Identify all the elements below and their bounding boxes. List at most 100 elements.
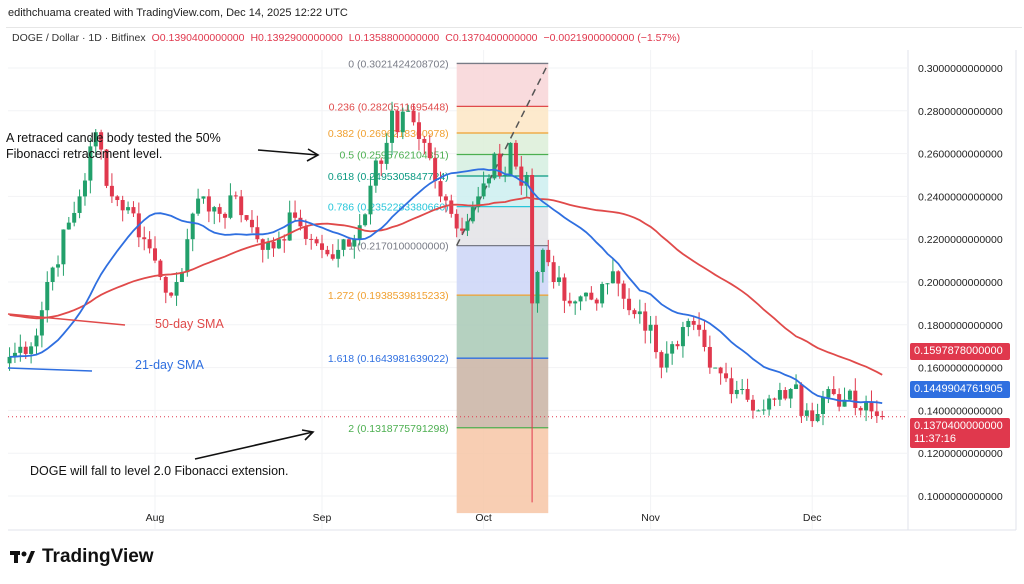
candle-body [400, 111, 405, 133]
candle-body [594, 299, 599, 304]
candle-body [858, 407, 863, 411]
candle-body [12, 352, 17, 357]
brand-name: TradingView [42, 546, 154, 567]
symbol-legend: DOGE / Dollar · 1D · Bitfinex O0.1390400… [6, 27, 1022, 48]
candle-body [336, 249, 341, 259]
candle-body [653, 324, 658, 353]
fib-zone [456, 206, 549, 246]
low-value: L0.1358800000000 [348, 32, 440, 44]
candle-body [605, 283, 610, 285]
candle-body [783, 390, 788, 399]
candle-body [820, 397, 825, 415]
candle-body [104, 149, 109, 186]
y-tick-label: 0.2200000000000 [918, 234, 1003, 246]
candle-body [497, 153, 502, 176]
candle-body [330, 254, 335, 259]
candle-body [799, 384, 804, 416]
candle-body [233, 195, 238, 197]
candle-body [600, 284, 605, 304]
candle-body [77, 196, 82, 213]
candle-body [524, 175, 529, 186]
candle-body [713, 367, 718, 369]
candle-body [724, 373, 729, 379]
candle-body [174, 282, 179, 296]
candle-body [303, 226, 308, 239]
sma21-line [9, 168, 883, 404]
candle-body [309, 238, 314, 240]
candle-body [314, 239, 319, 244]
candle-body [72, 212, 77, 223]
candle-body [266, 241, 271, 250]
candle-body [583, 292, 588, 297]
candle-body [196, 198, 201, 214]
candle-body [390, 110, 395, 143]
x-tick-label: Dec [803, 512, 822, 524]
candle-body [169, 292, 174, 296]
candle-body [691, 320, 696, 325]
candle-body [804, 410, 809, 416]
candles [7, 101, 885, 503]
fib-zone [456, 63, 549, 107]
candle-body [810, 410, 815, 422]
fib-trend-line [456, 63, 549, 246]
annotation-arrow [257, 148, 320, 162]
fib-level-label: 1.272 (0.1938539815233) [328, 290, 449, 302]
candle-body [853, 390, 858, 408]
candle-body [406, 110, 411, 112]
fib-level-label: 1.618 (0.1643981639022) [328, 353, 449, 365]
sma21-price-tag: 0.1449904761905 [910, 381, 1010, 398]
candle-body [745, 389, 750, 400]
candle-body [346, 239, 351, 247]
candle-body [158, 260, 163, 277]
candle-body [255, 227, 260, 240]
candle-body [39, 310, 44, 336]
annotation-text: A retraced candle body tested the 50% [6, 131, 221, 145]
fib-level-label: 0.786 (0.2352283380660) [328, 202, 449, 214]
candle-body [416, 122, 421, 139]
candle-body [185, 239, 190, 273]
candle-body [707, 346, 712, 368]
sma50-price-tag: 0.1597878000000 [910, 343, 1010, 360]
candle-body [276, 239, 281, 249]
symbol-name[interactable]: DOGE / Dollar · 1D · Bitfinex [12, 32, 146, 44]
candle-body [379, 160, 384, 164]
candle-body [260, 239, 265, 250]
candle-body [476, 196, 481, 208]
candle-body [384, 142, 389, 164]
candle-body [740, 389, 745, 390]
candle-body [427, 142, 432, 159]
candle-body [45, 282, 50, 311]
candle-body [373, 160, 378, 186]
fib-level-label: 0 (0.3021424208702) [348, 58, 448, 70]
fib-level-label: 0.382 (0.2696218360978) [328, 128, 449, 140]
candle-body [815, 414, 820, 422]
tradingview-logo[interactable]: TradingView [10, 546, 154, 568]
candle-body [66, 222, 71, 230]
y-tick-label: 0.2000000000000 [918, 277, 1003, 289]
candle-body [777, 390, 782, 400]
candle-body [325, 249, 330, 255]
fib-zone [456, 154, 549, 177]
fib-zone [456, 133, 549, 155]
x-tick-label: Sep [313, 512, 332, 524]
candle-body [697, 324, 702, 330]
candle-body [557, 277, 562, 282]
candle-body [153, 248, 157, 261]
candle-body [357, 225, 362, 240]
candle-body [163, 276, 168, 293]
candle-body [293, 212, 298, 218]
candle-body [368, 185, 373, 215]
candle-body [217, 207, 222, 214]
candle-body [228, 195, 233, 218]
fib-level-label: 0.5 (0.2595762104351) [339, 150, 448, 162]
fib-zone [456, 295, 549, 359]
bar-countdown: 11:37:16 [914, 433, 957, 445]
candle-body [411, 110, 416, 123]
candle-body [449, 200, 454, 214]
close-value: C0.1370400000000 [445, 32, 538, 44]
last-price: 0.1370400000000 [914, 420, 1003, 432]
change-value: −0.0021900000000 (−1.57%) [543, 32, 681, 44]
candle-body [648, 324, 653, 331]
candle-body [50, 267, 55, 282]
